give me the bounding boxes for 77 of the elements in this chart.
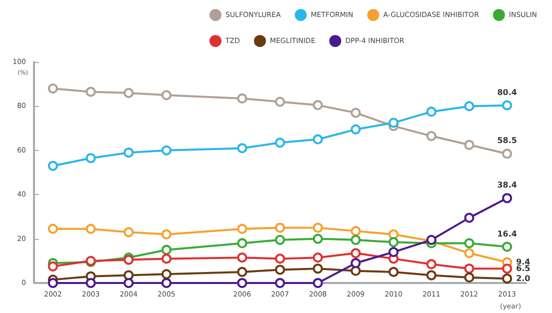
data-label: 58.5 <box>497 136 518 146</box>
point <box>237 143 248 154</box>
point <box>464 101 474 112</box>
point <box>388 118 399 128</box>
point <box>464 140 474 150</box>
point <box>502 193 512 204</box>
point <box>426 106 436 117</box>
point <box>312 252 323 263</box>
point <box>464 212 474 223</box>
point <box>350 226 361 236</box>
point <box>426 270 436 280</box>
point <box>48 261 58 272</box>
point <box>464 238 474 248</box>
point <box>388 237 399 248</box>
point <box>350 234 361 245</box>
point <box>124 227 134 238</box>
point <box>502 242 512 252</box>
point <box>237 252 248 263</box>
point <box>312 222 323 233</box>
point <box>161 278 172 288</box>
point <box>124 88 134 98</box>
point <box>388 247 399 258</box>
point <box>275 138 285 148</box>
point <box>275 264 285 275</box>
data-label: 2.0 <box>516 274 531 284</box>
data-label: 80.4 <box>497 88 518 97</box>
point <box>86 153 96 164</box>
data-label: 38.4 <box>497 180 518 190</box>
point <box>275 96 285 107</box>
point <box>312 134 323 144</box>
point <box>86 86 96 97</box>
point <box>426 259 436 270</box>
point <box>48 160 58 171</box>
point <box>502 100 512 110</box>
point <box>161 254 172 264</box>
point <box>350 266 361 276</box>
point <box>275 278 285 288</box>
point <box>312 100 323 110</box>
point <box>124 148 134 158</box>
point <box>161 145 172 156</box>
point <box>48 84 58 94</box>
data-label: 16.4 <box>497 229 518 238</box>
point <box>312 264 323 274</box>
point <box>312 278 323 288</box>
point <box>237 266 248 277</box>
point <box>388 229 399 240</box>
point <box>161 229 172 240</box>
point <box>350 248 361 258</box>
point <box>161 269 172 280</box>
point <box>275 254 285 264</box>
point <box>124 278 134 288</box>
point <box>161 244 172 255</box>
point <box>86 278 96 288</box>
point <box>237 93 248 104</box>
point <box>350 124 361 134</box>
point <box>161 90 172 100</box>
point <box>502 148 512 159</box>
point <box>312 234 323 244</box>
point <box>275 222 285 233</box>
point <box>388 266 399 277</box>
point <box>350 258 361 268</box>
point <box>237 238 248 248</box>
point <box>350 108 361 118</box>
point <box>464 272 474 282</box>
point <box>502 274 512 284</box>
point <box>464 248 474 258</box>
point <box>426 131 436 142</box>
point <box>48 224 58 234</box>
point <box>275 234 285 245</box>
point <box>124 270 134 280</box>
point <box>502 264 512 274</box>
data-label: 6.5 <box>516 264 531 274</box>
point <box>237 224 248 234</box>
point <box>464 264 474 274</box>
point <box>48 278 58 288</box>
point <box>237 278 248 288</box>
point <box>86 224 96 234</box>
